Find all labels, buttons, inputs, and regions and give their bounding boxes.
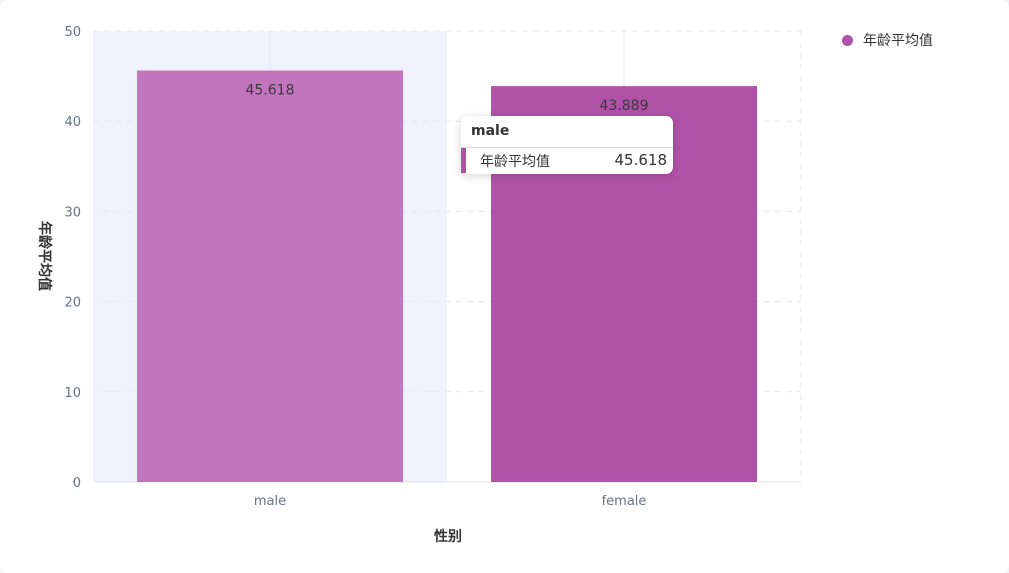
y-tick-label: 50 xyxy=(64,25,81,40)
legend-label: 年龄平均值 xyxy=(863,33,933,49)
x-tick-label: female xyxy=(602,494,647,509)
tooltip-value: 45.618 xyxy=(614,151,668,169)
x-tick-label: male xyxy=(254,494,286,509)
tooltip-divider xyxy=(461,147,673,148)
legend-marker xyxy=(842,34,853,46)
y-tick-label: 0 xyxy=(73,476,81,491)
data-label: 43.889 xyxy=(600,98,649,114)
y-tick-label: 10 xyxy=(64,386,81,401)
y-tick-label: 40 xyxy=(64,115,81,130)
y-axis-title: 年龄平均值 xyxy=(36,221,53,291)
bar-male[interactable] xyxy=(137,70,403,483)
y-tick-label: 20 xyxy=(64,296,81,311)
data-label: 45.618 xyxy=(246,83,295,99)
x-axis-title: 性别 xyxy=(434,528,462,545)
tooltip-series-marker xyxy=(461,148,466,173)
y-tick-label: 30 xyxy=(64,205,81,220)
tooltip: male 年龄平均值 45.618 xyxy=(461,116,673,174)
legend[interactable]: 年龄平均值 xyxy=(842,31,933,49)
tooltip-series-name: 年龄平均值 xyxy=(480,154,550,170)
tooltip-title: male xyxy=(471,123,510,139)
